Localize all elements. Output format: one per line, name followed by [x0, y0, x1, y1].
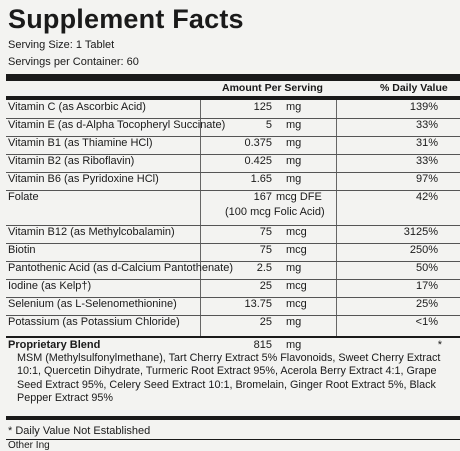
- nutrient-dv: 31%: [415, 137, 438, 149]
- blend-ingredients: MSM (Methylsulfonylmethane), Tart Cherry…: [17, 352, 441, 405]
- nutrient-dv: 3125%: [403, 226, 438, 238]
- nutrient-name: Iodine (as Kelp†): [8, 280, 92, 292]
- nutrient-amount: 125: [253, 101, 272, 113]
- row-divider: [6, 297, 460, 298]
- header-divider: [6, 96, 460, 100]
- thick-divider: [6, 74, 460, 81]
- nutrient-amount: 75: [259, 226, 272, 238]
- nutrient-dv: 50%: [415, 262, 438, 274]
- nutrient-unit: mcg: [286, 244, 307, 256]
- nutrient-amount: 0.425: [244, 155, 272, 167]
- servings-per-container: Servings per Container: 60: [8, 56, 139, 68]
- blend-amount: 815: [253, 339, 272, 351]
- dv-column-left-rule: [336, 100, 337, 336]
- nutrient-name: Folate: [8, 191, 39, 203]
- amount-column-left-rule: [200, 100, 201, 336]
- nutrient-dv: 250%: [409, 244, 438, 256]
- footnote-divider: [6, 439, 460, 440]
- row-divider: [6, 190, 460, 191]
- nutrient-unit: mg: [286, 262, 302, 274]
- blend-divider: [6, 336, 460, 338]
- nutrient-amount: 1.65: [250, 173, 272, 185]
- nutrient-name: Biotin: [8, 244, 36, 256]
- nutrient-unit: mg: [286, 155, 302, 167]
- row-divider: [6, 172, 460, 173]
- footer-divider: [6, 416, 460, 420]
- nutrient-unit: mg: [286, 101, 302, 113]
- dv-header: % Daily Value: [380, 82, 448, 94]
- nutrient-unit: mcg: [286, 280, 307, 292]
- nutrient-amount: 0.375: [244, 137, 272, 149]
- nutrient-unit: mg: [286, 316, 302, 328]
- nutrient-dv: 139%: [409, 101, 438, 113]
- nutrient-name: Vitamin C (as Ascorbic Acid): [8, 101, 146, 113]
- nutrient-name: Vitamin B1 (as Thiamine HCl): [8, 137, 153, 149]
- row-divider: [6, 136, 460, 137]
- nutrient-unit: mg: [286, 119, 302, 131]
- nutrient-subnote: (100 mcg Folic Acid): [225, 206, 325, 218]
- nutrient-amount: 75: [259, 244, 272, 256]
- nutrient-name: Vitamin E (as d-Alpha Tocopheryl Succina…: [8, 119, 226, 131]
- row-divider: [6, 261, 460, 262]
- nutrient-name: Vitamin B6 (as Pyridoxine HCl): [8, 173, 159, 185]
- nutrient-dv: <1%: [415, 316, 438, 328]
- nutrient-dv: 97%: [415, 173, 438, 185]
- nutrient-amount: 25: [259, 316, 272, 328]
- nutrient-name: Selenium (as L-Selenomethionine): [8, 298, 177, 310]
- serving-size: Serving Size: 1 Tablet: [8, 39, 115, 51]
- nutrient-dv: 17%: [415, 280, 438, 292]
- row-divider: [6, 225, 460, 226]
- nutrient-name: Vitamin B12 (as Methylcobalamin): [8, 226, 175, 238]
- row-divider: [6, 154, 460, 155]
- nutrient-amount: 13.75: [244, 298, 272, 310]
- nutrient-name: Pantothenic Acid (as d-Calcium Pantothen…: [8, 262, 234, 274]
- row-divider: [6, 243, 460, 244]
- nutrient-amount: 25: [259, 280, 272, 292]
- nutrient-name: Vitamin B2 (as Riboflavin): [8, 155, 135, 167]
- nutrient-unit: mg: [286, 173, 302, 185]
- nutrient-amount: 167: [253, 191, 272, 203]
- nutrient-dv: 33%: [415, 119, 438, 131]
- nutrient-amount: 5: [265, 119, 272, 131]
- blend-dv: *: [437, 339, 442, 351]
- nutrient-dv: 42%: [415, 191, 438, 203]
- nutrient-dv: 33%: [415, 155, 438, 167]
- row-divider: [6, 315, 460, 316]
- nutrient-unit: mcg DFE: [276, 191, 322, 203]
- blend-name: Proprietary Blend: [8, 339, 101, 351]
- footnote: * Daily Value Not Established: [8, 425, 151, 437]
- nutrient-dv: 25%: [415, 298, 438, 310]
- nutrient-name: Potassium (as Potassium Chloride): [8, 316, 180, 328]
- row-divider: [6, 279, 460, 280]
- blend-unit: mg: [286, 339, 302, 351]
- nutrient-unit: mcg: [286, 226, 307, 238]
- row-divider: [6, 118, 460, 119]
- panel-title: Supplement Facts: [8, 4, 244, 34]
- nutrient-unit: mcg: [286, 298, 307, 310]
- amount-header: Amount Per Serving: [222, 82, 323, 94]
- nutrient-unit: mg: [286, 137, 302, 149]
- nutrient-amount: 2.5: [256, 262, 272, 274]
